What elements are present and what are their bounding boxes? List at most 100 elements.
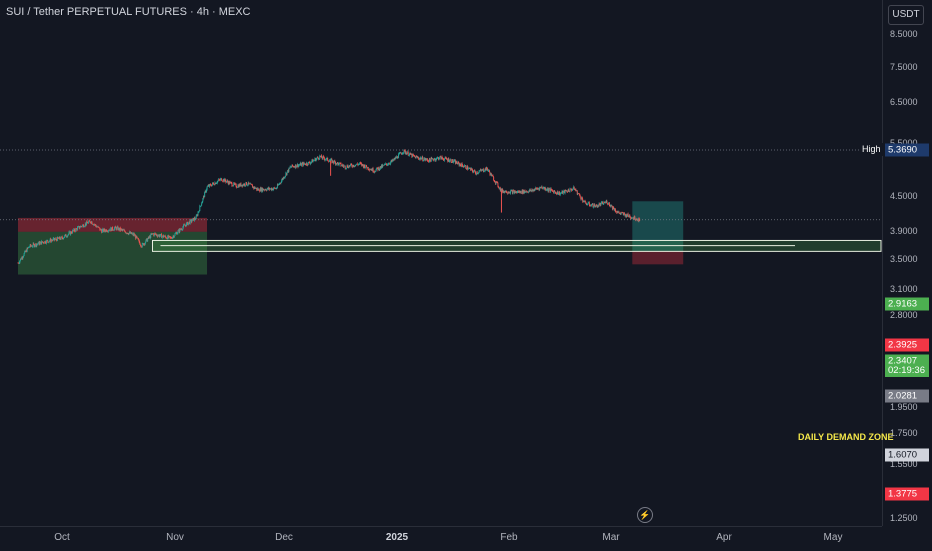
candle-body [121,228,123,230]
candle-body [289,167,290,169]
candle-body [340,163,342,166]
candle-body [212,182,214,185]
candle-body [193,218,195,221]
candle-body [86,221,88,226]
time-axis[interactable] [0,526,882,551]
candle-body [206,186,208,190]
candle-body [500,188,502,191]
candle-body [604,202,606,204]
candle-body [241,185,243,187]
candle-body [461,163,463,167]
candle-body [619,213,621,214]
candle-body [25,250,27,252]
candle-body [429,158,430,162]
candle-body [295,164,297,168]
candle-body [570,188,572,190]
candle-body [178,229,180,231]
candle-body [138,239,140,243]
candle-body [58,236,60,239]
candle-body [184,224,186,226]
candle-body [584,200,586,202]
candle-body [470,168,472,170]
candle-body [416,156,418,158]
candle-body [475,171,476,174]
candle-body [361,164,363,166]
candle-body [470,168,472,170]
demand-zone-price-tag: 1.6070 [885,448,929,462]
candle-body [374,171,376,173]
candle-body [75,228,77,230]
candle-body [516,191,518,193]
candle-body [235,183,237,185]
candle-body [631,217,633,219]
price-tick: 3.9000 [890,226,918,236]
candle-body [341,165,343,167]
candle-body [78,226,80,227]
candle-body [628,215,630,217]
candle-body [590,205,592,207]
candle-body [101,230,103,233]
candle-body [422,160,424,162]
candle-body [490,172,492,175]
candle-body [551,189,553,191]
candle-body [573,186,575,189]
candle-body [327,157,329,161]
price-chart-svg[interactable] [0,0,882,526]
candle-body [299,163,301,165]
candle-body [32,246,34,247]
candle-body [417,157,419,158]
candle-body [92,223,94,225]
candle-body [536,188,538,189]
candle-body [213,183,215,185]
candle-body [489,172,491,175]
candle-body [606,201,608,204]
lightning-icon[interactable]: ⚡ [637,507,653,523]
candle-body [570,188,572,190]
candle-body [144,243,146,245]
candle-body [132,233,134,234]
candle-body [170,237,172,239]
chart-canvas[interactable] [0,0,882,526]
candle-body [119,227,121,231]
candle-body [87,222,89,224]
candle-body [232,185,234,187]
candle-body [61,236,63,239]
currency-button[interactable]: USDT [888,5,924,25]
candle-body [123,230,125,231]
candle-body [363,164,365,168]
candle-body [252,185,254,188]
candle-body [105,229,107,232]
candle-body [547,188,549,190]
candle-body [369,169,370,171]
price-tick: 6.5000 [890,97,918,107]
candle-body [557,191,559,195]
candle-body [243,184,244,186]
candle-body [42,242,44,243]
candle-body [487,170,489,172]
price-axis[interactable] [882,0,932,526]
candle-body [335,163,337,165]
candle-body [558,193,559,195]
candle-body [272,188,273,191]
candle-body [366,165,367,168]
candle-body [588,202,590,206]
candle-body [62,238,64,240]
candle-body [272,188,274,191]
candle-body [163,236,165,238]
candle-body [450,159,452,163]
candle-body [190,219,192,222]
candle-body [619,212,621,214]
candle-body [354,166,356,167]
candle-body [190,219,192,221]
candle-body [598,205,599,207]
candle-body [95,225,97,228]
candle-body [413,155,415,156]
candle-body [444,158,446,161]
candle-body [282,178,284,180]
candle-body [279,182,281,184]
candle-body [615,209,616,212]
candle-body [435,159,437,161]
candle-body [419,157,421,159]
candle-body [111,227,113,231]
candle-body [22,257,24,259]
